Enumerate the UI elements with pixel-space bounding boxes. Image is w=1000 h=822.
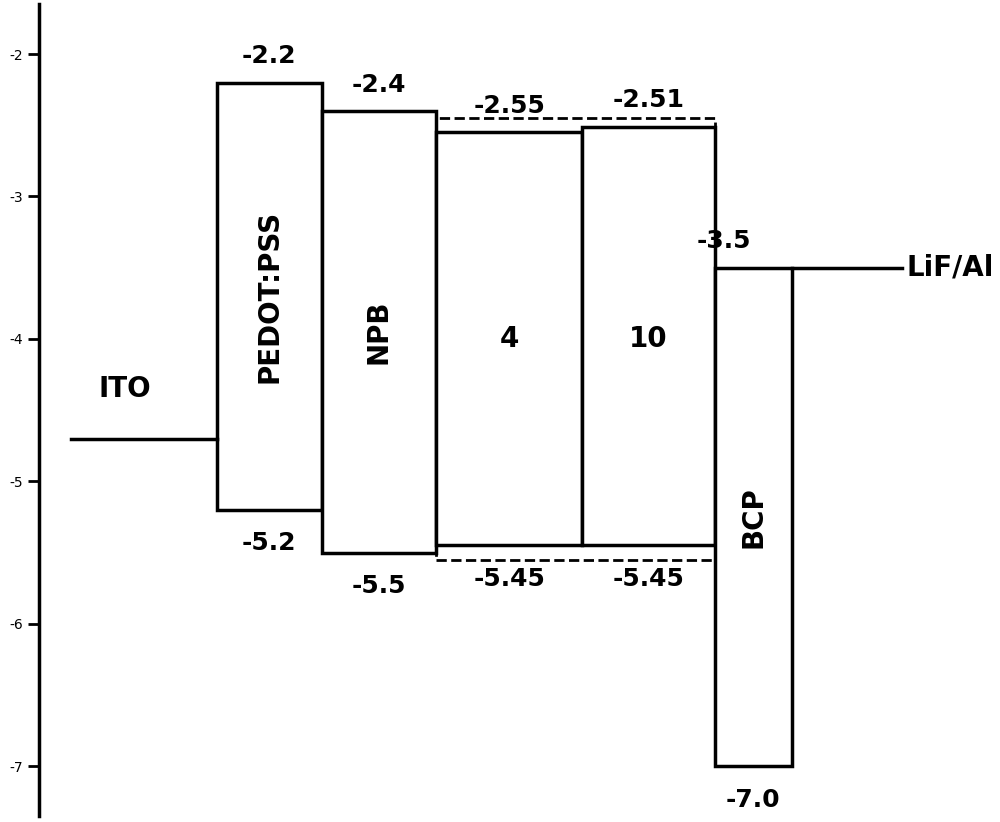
Text: -2.2: -2.2 [242,44,297,68]
Bar [436,132,582,546]
Text: PEDOT:PSS: PEDOT:PSS [255,210,283,383]
Text: -5.5: -5.5 [352,574,406,598]
Text: -2.55: -2.55 [473,94,545,118]
Text: ITO: ITO [98,375,151,403]
Bar [715,268,792,766]
Text: -2.4: -2.4 [352,73,406,97]
Text: -2.51: -2.51 [612,89,684,113]
Text: BCP: BCP [739,486,767,547]
Text: LiF/Al: LiF/Al [906,254,994,282]
Text: 4: 4 [499,325,519,353]
Text: 10: 10 [629,325,668,353]
Text: -7.0: -7.0 [726,787,781,811]
Text: -5.45: -5.45 [612,567,684,591]
Bar [582,127,715,546]
Text: -5.45: -5.45 [473,567,545,591]
Text: -5.2: -5.2 [242,531,297,555]
Bar [322,111,436,552]
Text: NPB: NPB [365,299,393,364]
Bar [217,82,322,510]
Bar [436,118,715,560]
Text: -3.5: -3.5 [696,229,751,253]
